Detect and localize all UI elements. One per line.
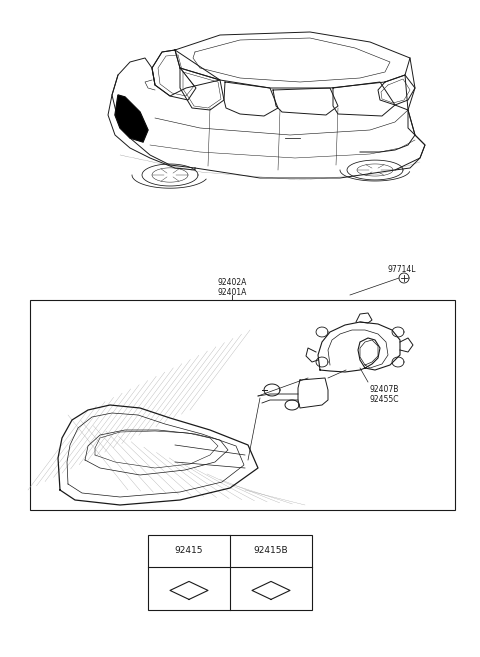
Text: 92402A: 92402A bbox=[218, 278, 247, 287]
Polygon shape bbox=[58, 405, 258, 505]
Polygon shape bbox=[115, 95, 148, 142]
Polygon shape bbox=[252, 581, 290, 599]
Text: 92407B: 92407B bbox=[370, 385, 399, 394]
Text: 92401A: 92401A bbox=[218, 288, 247, 297]
Text: 92455C: 92455C bbox=[370, 395, 399, 404]
Text: 97714L: 97714L bbox=[388, 265, 417, 274]
Polygon shape bbox=[318, 322, 400, 372]
Text: 92415: 92415 bbox=[175, 546, 203, 555]
Polygon shape bbox=[298, 378, 328, 408]
Text: 92415B: 92415B bbox=[254, 546, 288, 555]
Polygon shape bbox=[170, 581, 208, 599]
Bar bbox=[148, 535, 312, 610]
Bar bbox=[30, 300, 455, 510]
